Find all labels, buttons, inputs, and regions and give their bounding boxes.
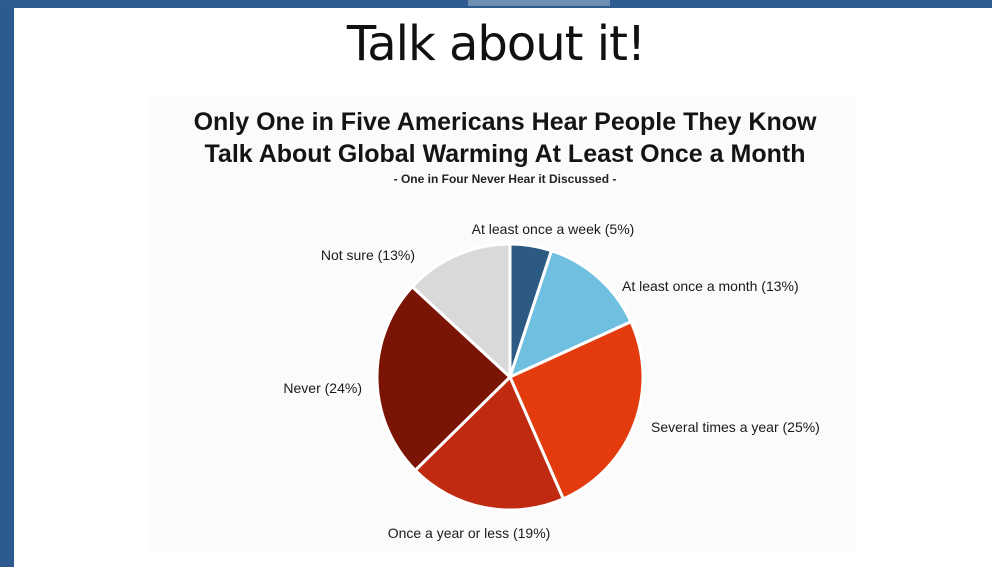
slide-title: Talk about it! <box>346 16 646 72</box>
pie-label-never: Never (24%) <box>283 380 362 396</box>
chart-title: Only One in Five Americans Hear People T… <box>193 108 817 168</box>
pie-slice-once-a-month <box>508 249 633 379</box>
pie-slice-never <box>375 285 512 472</box>
pie-label-once-a-week: At least once a week (5%) <box>472 221 635 237</box>
pie-label-once-a-year-or-less: Once a year or less (19%) <box>388 525 551 541</box>
pie-slice-several-times-a-year <box>508 320 645 501</box>
pie-label-several-times-a-year: Several times a year (25%) <box>651 419 820 435</box>
pie-label-once-a-month: At least once a month (13%) <box>622 278 799 294</box>
pie-slice-not-sure <box>410 242 512 379</box>
pie-label-not-sure: Not sure (13%) <box>321 247 415 263</box>
window-tab-indicator <box>468 0 610 6</box>
pie-slice-once-a-year-or-less <box>413 375 565 512</box>
chart-subtitle: - One in Four Never Hear it Discussed - <box>393 172 617 186</box>
